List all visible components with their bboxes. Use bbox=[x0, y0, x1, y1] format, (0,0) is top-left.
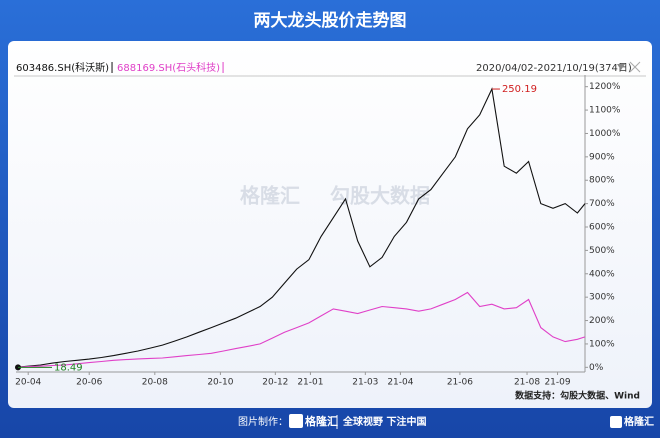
footer-slogan: 全球视野 下注中国 bbox=[342, 415, 426, 428]
x-tick-label: 20-08 bbox=[142, 378, 168, 388]
chart-title: 两大龙头股价走势图 bbox=[254, 10, 407, 31]
x-tick-label: 21-09 bbox=[544, 378, 570, 388]
y-tick-label: 1000% bbox=[589, 129, 621, 139]
x-tick-label: 21-01 bbox=[297, 378, 323, 388]
x-tick-label: 20-10 bbox=[207, 378, 233, 388]
x-tick-label: 21-06 bbox=[447, 378, 473, 388]
date-range: 2020/04/02-2021/10/19(374日) bbox=[476, 63, 632, 74]
x-tick-label: 21-04 bbox=[387, 378, 413, 388]
y-tick-label: 400% bbox=[589, 269, 615, 279]
y-tick-label: 800% bbox=[589, 176, 615, 186]
brand-logo bbox=[289, 414, 303, 428]
x-tick-label: 20-06 bbox=[76, 378, 102, 388]
y-tick-label: 200% bbox=[589, 316, 615, 326]
source: 数据支持：勾股大数据、Wind bbox=[515, 390, 640, 402]
y-tick-label: 700% bbox=[589, 199, 615, 209]
series-line bbox=[15, 291, 586, 368]
watermark: 勾股大数据 bbox=[330, 184, 430, 208]
dropdown-icon bbox=[617, 64, 625, 70]
expand-icon bbox=[629, 61, 641, 73]
panel bbox=[8, 41, 652, 408]
legend-label: 688169.SH(石头科技) bbox=[117, 61, 220, 74]
y-tick-label: 1200% bbox=[589, 82, 621, 92]
watermark: 格隆汇 bbox=[240, 184, 300, 208]
y-tick-label: 300% bbox=[589, 293, 615, 303]
x-tick-label: 20-12 bbox=[262, 378, 288, 388]
series-line bbox=[15, 87, 586, 368]
corner-brand: 格隆汇 bbox=[624, 415, 654, 428]
x-tick-label: 21-08 bbox=[514, 378, 540, 388]
y-tick-label: 1100% bbox=[589, 106, 621, 116]
y-tick-label: 500% bbox=[589, 246, 615, 256]
footer-brand: 格隆汇 bbox=[305, 414, 338, 428]
y-tick-label: 900% bbox=[589, 152, 615, 162]
footer-maker: 图片制作： bbox=[238, 415, 288, 428]
legend-label: 603486.SH(科沃斯) bbox=[16, 61, 109, 74]
annotation: 250.19 bbox=[502, 84, 537, 95]
y-tick-label: 100% bbox=[589, 339, 615, 349]
annotation: 18.49 bbox=[54, 362, 83, 373]
y-tick-label: 0% bbox=[589, 363, 604, 373]
x-tick-label: 21-03 bbox=[352, 378, 378, 388]
x-tick-label: 20-04 bbox=[15, 378, 41, 388]
y-tick-label: 600% bbox=[589, 223, 615, 233]
corner-logo bbox=[610, 416, 622, 428]
